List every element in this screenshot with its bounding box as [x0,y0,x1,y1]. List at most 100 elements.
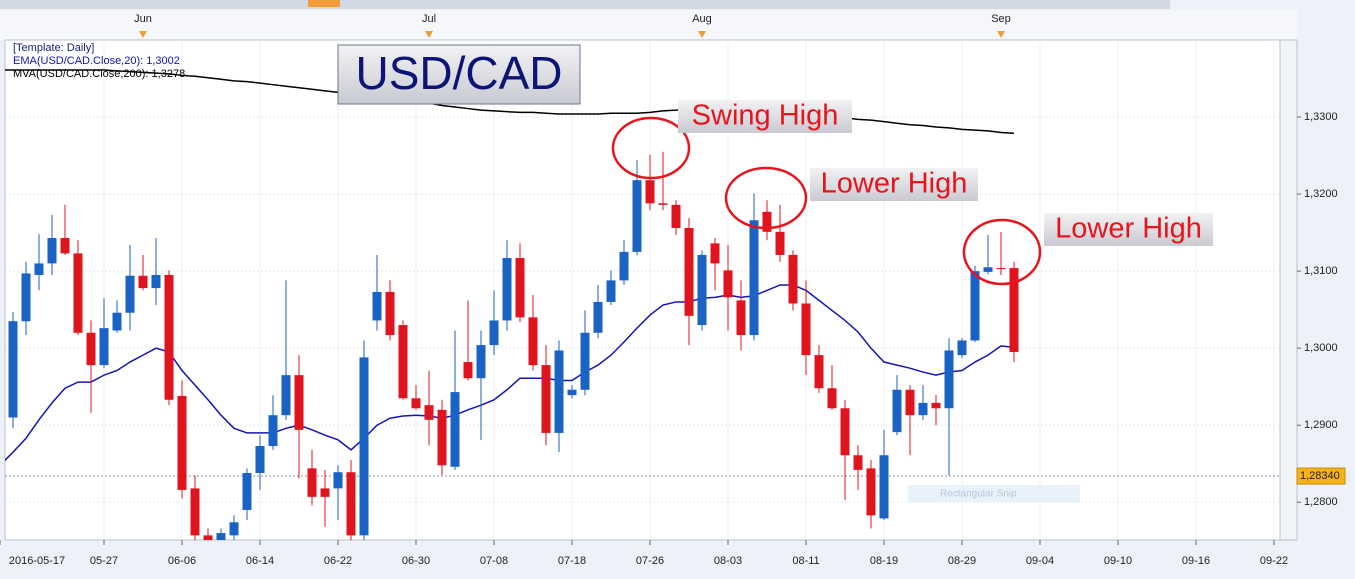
candle-body [489,320,499,346]
candle-body [385,291,395,336]
candle-body [736,300,746,336]
y-tick-label: 1,2900 [1304,419,1338,431]
candle-body [554,350,564,433]
candle-body [281,375,291,416]
scrollbar[interactable] [0,0,1170,9]
y-tick-label: 1,3000 [1304,342,1338,354]
last-price-tag [1296,467,1346,485]
candle-body [268,415,278,447]
candle-body [528,317,538,366]
candle-body [671,204,681,228]
candle-body [775,231,785,255]
month-ruler [0,10,1297,40]
candle-body [697,254,707,326]
watermark: Rectangular Snip [940,489,1017,500]
candle-body [47,237,57,264]
candle-body [138,275,148,289]
candle-body [957,340,967,356]
candle-body [242,472,252,510]
x-tick-label: 07-18 [558,555,586,567]
x-tick-label: 09-22 [1260,555,1288,567]
candle-body [567,389,577,396]
candle-body [450,392,460,467]
annotation-box [810,168,978,201]
x-tick-label: 06-14 [246,555,274,567]
y-tick-label: 1,3200 [1304,188,1338,200]
candle-body [580,332,590,390]
candle-body [398,325,408,399]
candle-body [294,375,304,430]
candle-body [229,522,239,536]
candle-body [970,271,980,341]
annotation-label: Swing High [692,100,839,132]
month-label: Sep [991,13,1011,25]
candle-body [684,227,694,316]
x-tick-label: 08-29 [948,555,976,567]
scroll-thumb[interactable] [308,0,340,7]
axis-strip [1279,39,1298,541]
candle-body [853,455,863,470]
candle-body [905,389,915,416]
candle-body [125,275,135,313]
candle-body [840,408,850,456]
grid [0,40,1280,540]
candle-body [749,220,759,336]
candle-body [190,488,200,536]
annotation-label: Lower High [821,168,968,200]
annotation-box [678,100,852,133]
candle-body [515,258,525,318]
legend-entry: MVA(USD/CAD.Close,200): 1,3278 [13,68,185,80]
candle-body [762,211,772,232]
y-tick-label: 1,3300 [1304,111,1338,123]
legend-entry: EMA(USD/CAD.Close,20): 1,3002 [13,55,180,67]
plot-area [4,39,1281,541]
legend-template: [Template: Daily] [13,42,94,54]
candle-body [411,398,421,409]
month-label: Aug [692,13,712,25]
month-marker [139,31,147,38]
title-box [337,44,581,105]
candle-body [203,535,213,540]
candle-body [164,274,174,400]
candle-body [86,332,96,366]
watermark-box [908,485,1080,502]
x-tick-label: 06-06 [168,555,196,567]
month-label: Jul [422,13,436,25]
chart-title: USD/CAD [355,47,562,99]
candle-body [502,258,512,321]
candle-body [177,395,187,490]
candle-body [437,409,447,466]
candle-body [827,388,837,409]
candle-body [34,263,44,275]
candle-body [320,488,330,497]
candle-body [879,455,889,519]
candle-body [944,350,954,409]
y-tick-label: 1,2800 [1304,496,1338,508]
candle-body [632,180,642,252]
candle-body [931,402,941,409]
candle-body [918,402,928,416]
candle-body [372,291,382,321]
candle-body [476,345,486,379]
candle-body [333,472,343,489]
x-tick-label: 05-27 [90,555,118,567]
x-tick-label: 08-11 [792,555,819,567]
overlay: 1,28340 [Template: Daily]EMA(USD/CAD.Clos… [13,42,1346,485]
candle-body [73,253,83,333]
candle-body [892,389,902,433]
candle-body [593,301,603,333]
candle-body [60,237,70,254]
candle-body [216,533,226,540]
x-tick-label: 09-04 [1026,555,1054,567]
candle-body [645,180,655,204]
month-label: Jun [134,13,152,25]
candle-body [8,321,18,418]
candle-body [424,405,434,420]
candle-body [346,472,356,536]
annotation-circle [724,166,808,230]
candle-body [541,365,551,433]
annotation-circle [611,116,691,180]
candle-body [723,270,733,298]
month-marker [997,31,1005,38]
x-tick-label: 09-16 [1182,555,1210,567]
